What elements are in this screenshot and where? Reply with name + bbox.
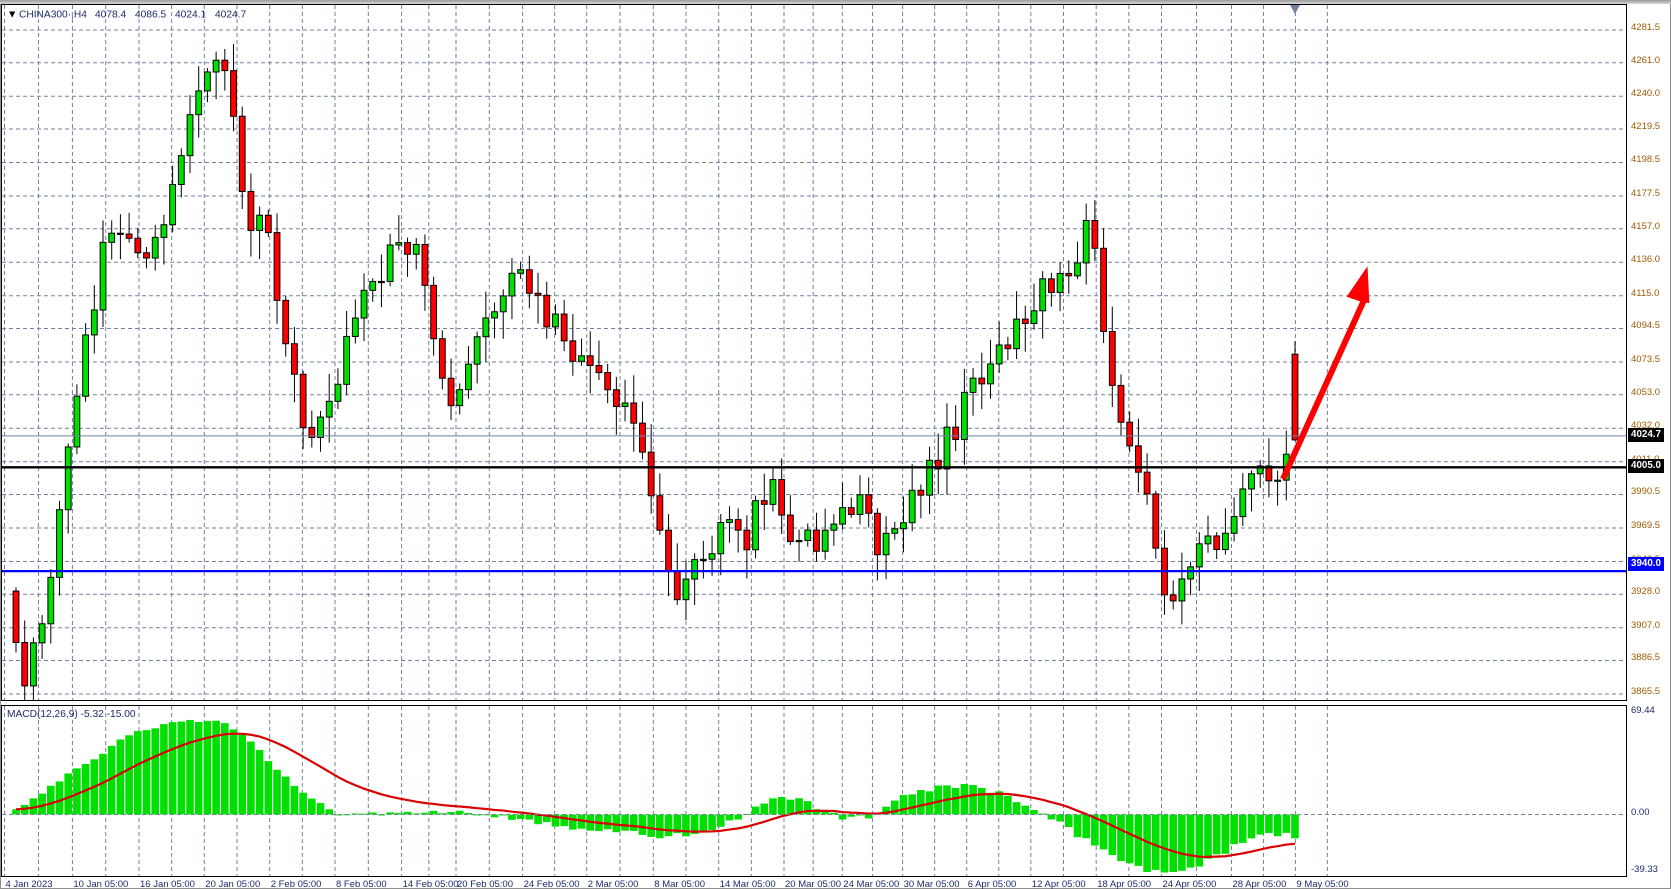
svg-text:CHINA300·,H4: CHINA300·,H4 <box>19 10 87 21</box>
svg-text:4078.4: 4078.4 <box>95 10 126 21</box>
svg-text:4024.1: 4024.1 <box>175 10 206 21</box>
svg-text:MACD(12,26,9) -5.32 -15.00: MACD(12,26,9) -5.32 -15.00 <box>7 709 136 720</box>
svg-text:▼: ▼ <box>7 9 17 21</box>
svg-text:4086.5: 4086.5 <box>135 10 166 21</box>
svg-text:4024.7: 4024.7 <box>215 10 246 21</box>
